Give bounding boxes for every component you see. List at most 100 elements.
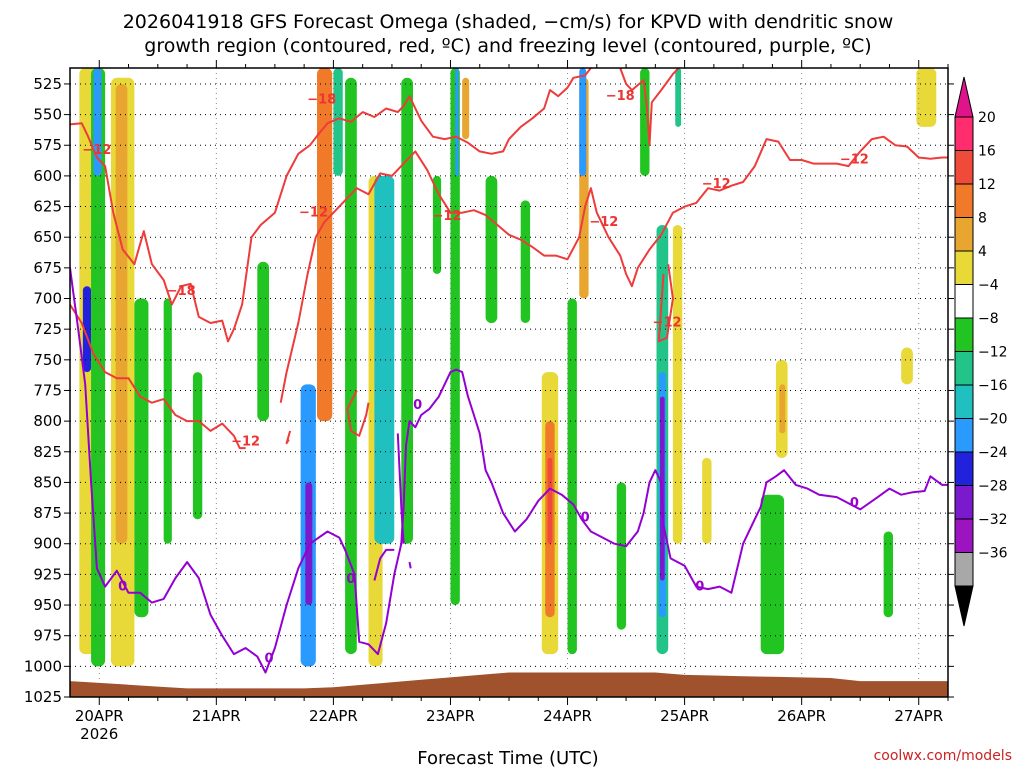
y-tick-label: 575 [33, 136, 62, 154]
y-tick-label: 975 [33, 627, 62, 645]
dgz-contour-line [70, 68, 592, 343]
omega-shade-cell [547, 457, 553, 544]
colorbar-label: 4 [978, 244, 987, 260]
freezing-level-contour-label: 0 [413, 398, 422, 413]
dgz-contour-label: −12 [589, 215, 618, 230]
omega-shade-cell [520, 200, 531, 324]
plot-area: −18 −18 −12 −18 −12 −12 −12 −12 −12 −12 −12 0 0 0 0 0 0 0… [24, 60, 1008, 743]
omega-shade-cell [616, 482, 627, 630]
omega-shade-cell [333, 68, 343, 176]
freezing-level-contour-label: 0 [850, 496, 859, 511]
y-tick-label: 775 [33, 381, 62, 399]
y-tick-label: 625 [33, 198, 62, 216]
y-tick-label: 600 [33, 167, 62, 185]
y-tick-label: 875 [33, 504, 62, 522]
colorbar-label: 12 [978, 177, 996, 193]
omega-shade-cell [901, 347, 913, 385]
freezing-level-contour-label: 0 [346, 572, 355, 587]
colorbar-top-arrow [954, 76, 974, 118]
dgz-contour-label: −12 [840, 153, 869, 168]
y-tick-label: 800 [33, 412, 62, 430]
dgz-contour-line [657, 264, 674, 343]
colorbar-swatch [954, 552, 974, 587]
omega-shade-cell [675, 68, 682, 127]
omega-shade-cell [450, 68, 460, 606]
ground-surface [70, 672, 948, 697]
freezing-level-contour-label: 0 [118, 579, 127, 594]
plot-clip-group: −18 −18 −12 −18 −12 −12 −12 −12 −12 −12 −12 0 0 0 0 0 0 0 [70, 68, 948, 697]
omega-shade-cell [455, 68, 459, 176]
y-tick-label: 750 [33, 351, 62, 369]
x-tick-year-label: 2026 [80, 725, 118, 743]
colorbar-swatch [954, 116, 974, 151]
omega-shade-cell [702, 457, 712, 544]
colorbar-label: 20 [978, 110, 996, 126]
colorbar-swatch [954, 418, 974, 453]
y-tick-label: 1025 [24, 688, 62, 706]
y-tick-label: 850 [33, 473, 62, 491]
colorbar-swatch [954, 317, 974, 352]
y-tick-label: 650 [33, 228, 62, 246]
omega-shade-cell [485, 175, 498, 324]
colorbar-label: −36 [978, 546, 1008, 562]
dgz-contour-line [346, 390, 370, 437]
y-tick-label: 950 [33, 596, 62, 614]
omega-shade-cell [401, 77, 414, 544]
freezing-level-contour-line [396, 433, 405, 544]
freezing-level-contour-line [408, 561, 412, 569]
omega-shade-cell [432, 175, 442, 274]
colorbar-swatch [954, 250, 974, 285]
x-tick-label: 20APR [75, 707, 124, 725]
dgz-contour-line [279, 135, 948, 403]
omega-shade-cell [82, 286, 92, 373]
freezing-level-contour-line [373, 548, 395, 581]
colorbar-label: −32 [978, 512, 1008, 528]
freezing-level-contour-label: 0 [695, 579, 704, 594]
omega-shade-cell [760, 494, 785, 655]
credit-text[interactable]: coolwx.com/models [874, 748, 1012, 764]
colorbar-swatch [954, 217, 974, 252]
x-tick-label: 22APR [309, 707, 358, 725]
x-tick-label: 24APR [543, 707, 592, 725]
colorbar: 20 16 12 8 4 −4 −8 −12 −16 −20 −24 −28 −32 −36 [954, 76, 1008, 627]
colorbar-label: −28 [978, 479, 1008, 495]
omega-shade-cell [779, 384, 786, 434]
omega-shade-cell [883, 531, 893, 618]
dgz-contour-line [619, 68, 680, 147]
colorbar-label: 8 [978, 211, 987, 227]
dgz-contour-line [285, 430, 292, 445]
omega-shade-cell [672, 224, 683, 544]
x-tick-label: 26APR [777, 707, 826, 725]
colorbar-bottom-arrow [954, 585, 974, 627]
omega-shade-cell [462, 77, 470, 140]
dgz-contour-label: −12 [653, 316, 682, 331]
colorbar-label: −12 [978, 345, 1008, 361]
freezing-level-contour-label: 0 [264, 652, 273, 667]
colorbar-swatch [954, 384, 974, 419]
y-tick-label: 1000 [24, 657, 62, 675]
omega-shade-cell [567, 298, 577, 655]
dgz-contour-label: −12 [432, 209, 461, 224]
omega-shade-cell [134, 298, 149, 618]
colorbar-swatch [954, 451, 974, 486]
omega-shade-cell [257, 261, 270, 422]
colorbar-label: 16 [978, 144, 996, 160]
x-tick-label: 25APR [660, 707, 709, 725]
colorbar-swatch [954, 150, 974, 185]
x-tick-label: 21APR [192, 707, 241, 725]
chart-title-line-1: 2026041918 GFS Forecast Omega (shaded, −… [123, 11, 894, 33]
omega-shade-cell [317, 68, 333, 422]
colorbar-label: −16 [978, 378, 1008, 394]
colorbar-label: −24 [978, 445, 1008, 461]
x-axis-label: Forecast Time (UTC) [417, 748, 598, 768]
freezing-level-contour-line [70, 267, 948, 674]
colorbar-swatch [954, 485, 974, 520]
omega-shade-cell [345, 77, 357, 655]
colorbar-swatch [954, 351, 974, 386]
dgz-contour-label: −12 [82, 143, 111, 158]
y-tick-label: 675 [33, 259, 62, 277]
freezing-level-contour-label: 0 [581, 511, 590, 526]
y-tick-label: 550 [33, 106, 62, 124]
omega-shade-cell [374, 175, 395, 544]
